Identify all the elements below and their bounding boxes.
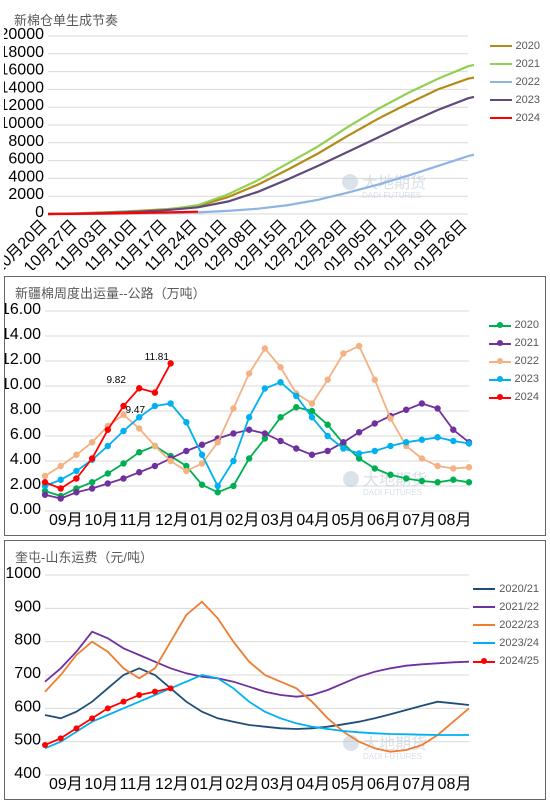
- svg-text:DADI FUTURES: DADI FUTURES: [363, 752, 422, 761]
- svg-text:01月: 01月: [190, 512, 224, 529]
- svg-text:大地期货: 大地期货: [362, 174, 426, 192]
- svg-text:10月: 10月: [84, 776, 118, 793]
- svg-text:16.00: 16.00: [5, 301, 41, 318]
- legend-item: 2024: [489, 391, 539, 403]
- chart2-plot: 0.00 2.00 4.00 6.00 8.00 10.00 12.00 14.00 16.00…: [5, 281, 475, 535]
- svg-text:06月: 06月: [367, 776, 401, 793]
- chart3-plot: 400 500 600 700 800 900 1000 09月10月11月12月01月02月…: [5, 545, 475, 799]
- svg-text:8.00: 8.00: [10, 401, 41, 418]
- svg-text:10000: 10000: [4, 115, 44, 132]
- svg-text:500: 500: [14, 732, 41, 749]
- chart1-legend: 2020 2021 2022 2023 2024: [490, 34, 540, 130]
- svg-text:08月: 08月: [438, 512, 472, 529]
- legend-item: 2023/24: [473, 637, 539, 649]
- svg-text:11月: 11月: [120, 512, 153, 529]
- legend-item: 2022: [489, 355, 539, 367]
- svg-text:04月: 04月: [296, 512, 330, 529]
- chart2-legend: 2020 2021 2022 2023 2024: [489, 313, 539, 409]
- svg-text:DADI FUTURES: DADI FUTURES: [363, 488, 422, 497]
- legend-label: 2023/24: [499, 637, 539, 649]
- svg-text:大地期货: 大地期货: [363, 735, 427, 753]
- legend-item: 2021: [490, 58, 540, 70]
- legend-item: 2024: [490, 112, 540, 124]
- point-label: 9.47: [126, 405, 145, 416]
- chart3-panel: 奎屯-山东运费（元/吨） 400500600700800900100009月10…: [4, 540, 546, 800]
- legend-label: 2021: [516, 58, 540, 70]
- legend-label: 2021: [515, 337, 539, 349]
- svg-text:4000: 4000: [8, 168, 44, 185]
- chart3-legend: 2020/21 2021/22 2022/23 2023/24 2024/25: [473, 577, 539, 673]
- legend-item: 2022/23: [473, 619, 539, 631]
- svg-text:900: 900: [14, 598, 41, 615]
- svg-text:16000: 16000: [4, 62, 44, 79]
- svg-text:05月: 05月: [332, 512, 366, 529]
- legend-item: 2020: [489, 319, 539, 331]
- svg-text:700: 700: [14, 665, 41, 682]
- svg-text:06月: 06月: [367, 512, 401, 529]
- svg-text:12.00: 12.00: [5, 351, 41, 368]
- legend-item: 2021/22: [473, 601, 539, 613]
- svg-text:05月: 05月: [332, 776, 366, 793]
- svg-text:11月: 11月: [120, 776, 153, 793]
- legend-label: 2024: [516, 112, 540, 124]
- legend-label: 2022/23: [499, 619, 539, 631]
- point-label: 11.81: [145, 352, 169, 363]
- legend-item: 2022: [490, 76, 540, 88]
- legend-item: 2020: [490, 40, 540, 52]
- svg-text:07月: 07月: [402, 776, 436, 793]
- svg-text:1000: 1000: [5, 565, 41, 582]
- svg-text:DADI FUTURES: DADI FUTURES: [362, 191, 421, 200]
- chart2-panel: 新疆棉周度出运量--公路（万吨） 0.002.004.006.008.0010.…: [4, 276, 546, 536]
- svg-text:07月: 07月: [402, 512, 436, 529]
- svg-text:0.00: 0.00: [10, 501, 41, 518]
- legend-item: 2020/21: [473, 583, 539, 595]
- legend-item: 2021: [489, 337, 539, 349]
- legend-label: 2022: [515, 355, 539, 367]
- chart1-plot: 0200040006000800010000120001400016000180…: [4, 8, 474, 270]
- svg-text:2.00: 2.00: [10, 476, 41, 493]
- svg-text:03月: 03月: [261, 776, 295, 793]
- point-label: 9.82: [106, 375, 125, 386]
- svg-text:12000: 12000: [4, 97, 44, 114]
- svg-text:02月: 02月: [226, 512, 260, 529]
- svg-text:10月: 10月: [84, 512, 118, 529]
- svg-text:18000: 18000: [4, 44, 44, 61]
- svg-text:03月: 03月: [261, 512, 295, 529]
- svg-text:8000: 8000: [8, 133, 44, 150]
- legend-label: 2021/22: [499, 601, 539, 613]
- legend-item: 2023: [490, 94, 540, 106]
- legend-label: 2020: [515, 319, 539, 331]
- legend-label: 2022: [516, 76, 540, 88]
- legend-label: 2023: [515, 373, 539, 385]
- svg-text:800: 800: [14, 632, 41, 649]
- legend-item: 2023: [489, 373, 539, 385]
- svg-text:12月: 12月: [155, 776, 189, 793]
- svg-text:14.00: 14.00: [5, 326, 41, 343]
- svg-text:09月: 09月: [49, 776, 83, 793]
- svg-text:2000: 2000: [8, 186, 44, 203]
- legend-label: 2020: [516, 40, 540, 52]
- svg-text:08月: 08月: [438, 776, 472, 793]
- legend-label: 2020/21: [499, 583, 539, 595]
- legend-label: 2024: [515, 391, 539, 403]
- legend-label: 2024/25: [499, 655, 539, 667]
- chart1-panel: 新棉仓单生成节奏 0200040006000800010000120001400…: [4, 4, 546, 272]
- svg-text:04月: 04月: [296, 776, 330, 793]
- svg-text:01月: 01月: [190, 776, 224, 793]
- svg-text:12月: 12月: [155, 512, 189, 529]
- svg-text:20000: 20000: [4, 26, 44, 43]
- svg-text:400: 400: [14, 765, 41, 782]
- svg-text:14000: 14000: [4, 79, 44, 96]
- svg-text:4.00: 4.00: [10, 451, 41, 468]
- svg-text:02月: 02月: [226, 776, 260, 793]
- svg-text:10.00: 10.00: [5, 376, 41, 393]
- svg-text:6000: 6000: [8, 151, 44, 168]
- svg-text:09月: 09月: [49, 512, 83, 529]
- legend-item: 2024/25: [473, 655, 539, 667]
- svg-text:6.00: 6.00: [10, 426, 41, 443]
- svg-text:600: 600: [14, 698, 41, 715]
- legend-label: 2023: [516, 94, 540, 106]
